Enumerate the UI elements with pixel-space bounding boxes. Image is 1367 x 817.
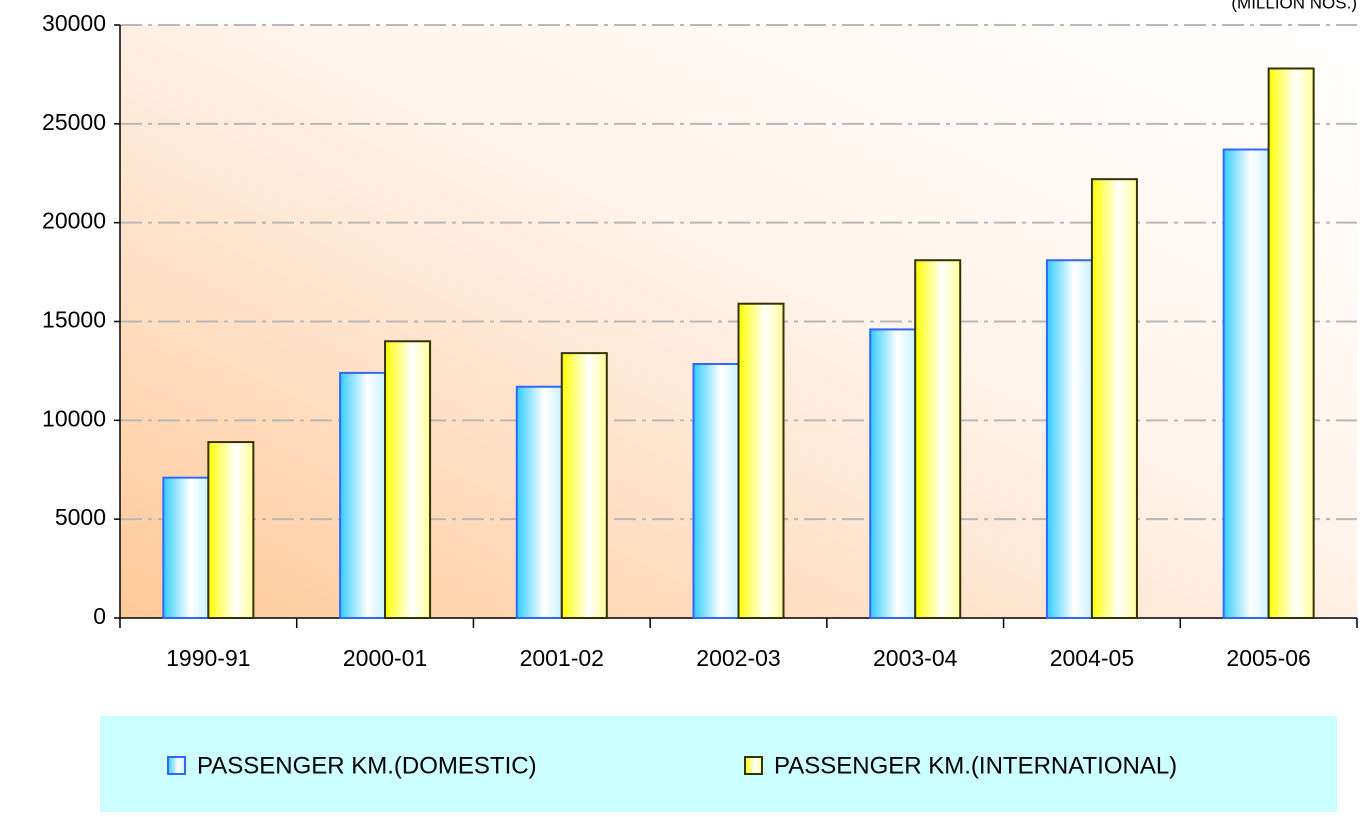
y-tick-label: 0	[93, 603, 106, 629]
y-tick-label: 20000	[42, 208, 106, 234]
bar	[1045, 259, 1093, 619]
legend-label: PASSENGER KM.(INTERNATIONAL)	[774, 752, 1177, 779]
y-tick-label: 30000	[42, 10, 106, 36]
bar	[560, 352, 608, 619]
x-tick-label: 2000-01	[343, 645, 427, 671]
x-tick-label: 2004-05	[1050, 645, 1134, 671]
x-tick-label: 1990-91	[166, 645, 250, 671]
bar	[1267, 67, 1315, 619]
y-tick-label: 15000	[42, 307, 106, 333]
bar	[914, 259, 962, 619]
bar	[339, 371, 387, 620]
bar	[692, 362, 740, 619]
legend-box	[100, 716, 1337, 812]
subtitle: (MILLION NOS.)	[1231, 0, 1357, 12]
legend-label: PASSENGER KM.(DOMESTIC)	[197, 752, 537, 779]
bar	[1222, 148, 1270, 619]
bar	[384, 340, 432, 619]
x-tick-label: 2001-02	[520, 645, 604, 671]
x-tick-label: 2003-04	[873, 645, 958, 671]
x-tick-label: 2005-06	[1226, 645, 1310, 671]
bar	[737, 302, 785, 619]
bar	[515, 385, 563, 620]
legend-swatch	[167, 756, 186, 775]
bar	[1090, 178, 1138, 619]
y-tick-label: 10000	[42, 405, 106, 431]
bar	[869, 328, 917, 619]
x-tick-label: 2002-03	[696, 645, 780, 671]
bar	[207, 441, 255, 619]
legend-swatch	[744, 756, 763, 775]
y-tick-label: 5000	[55, 504, 106, 530]
y-tick-label: 25000	[42, 109, 106, 135]
bar	[162, 476, 210, 620]
